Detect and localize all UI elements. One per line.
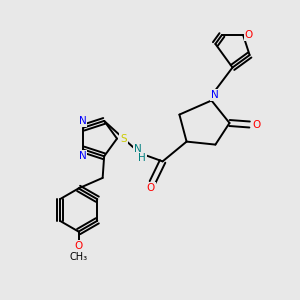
Text: CH₃: CH₃	[70, 252, 88, 262]
Text: N: N	[79, 116, 87, 126]
Text: O: O	[244, 30, 253, 40]
Text: S: S	[120, 134, 127, 144]
Text: N: N	[211, 90, 219, 100]
Text: O: O	[147, 183, 155, 193]
Text: N: N	[134, 144, 142, 154]
Text: O: O	[252, 119, 260, 130]
Text: O: O	[74, 241, 83, 251]
Text: H: H	[138, 153, 146, 164]
Text: N: N	[79, 151, 87, 161]
